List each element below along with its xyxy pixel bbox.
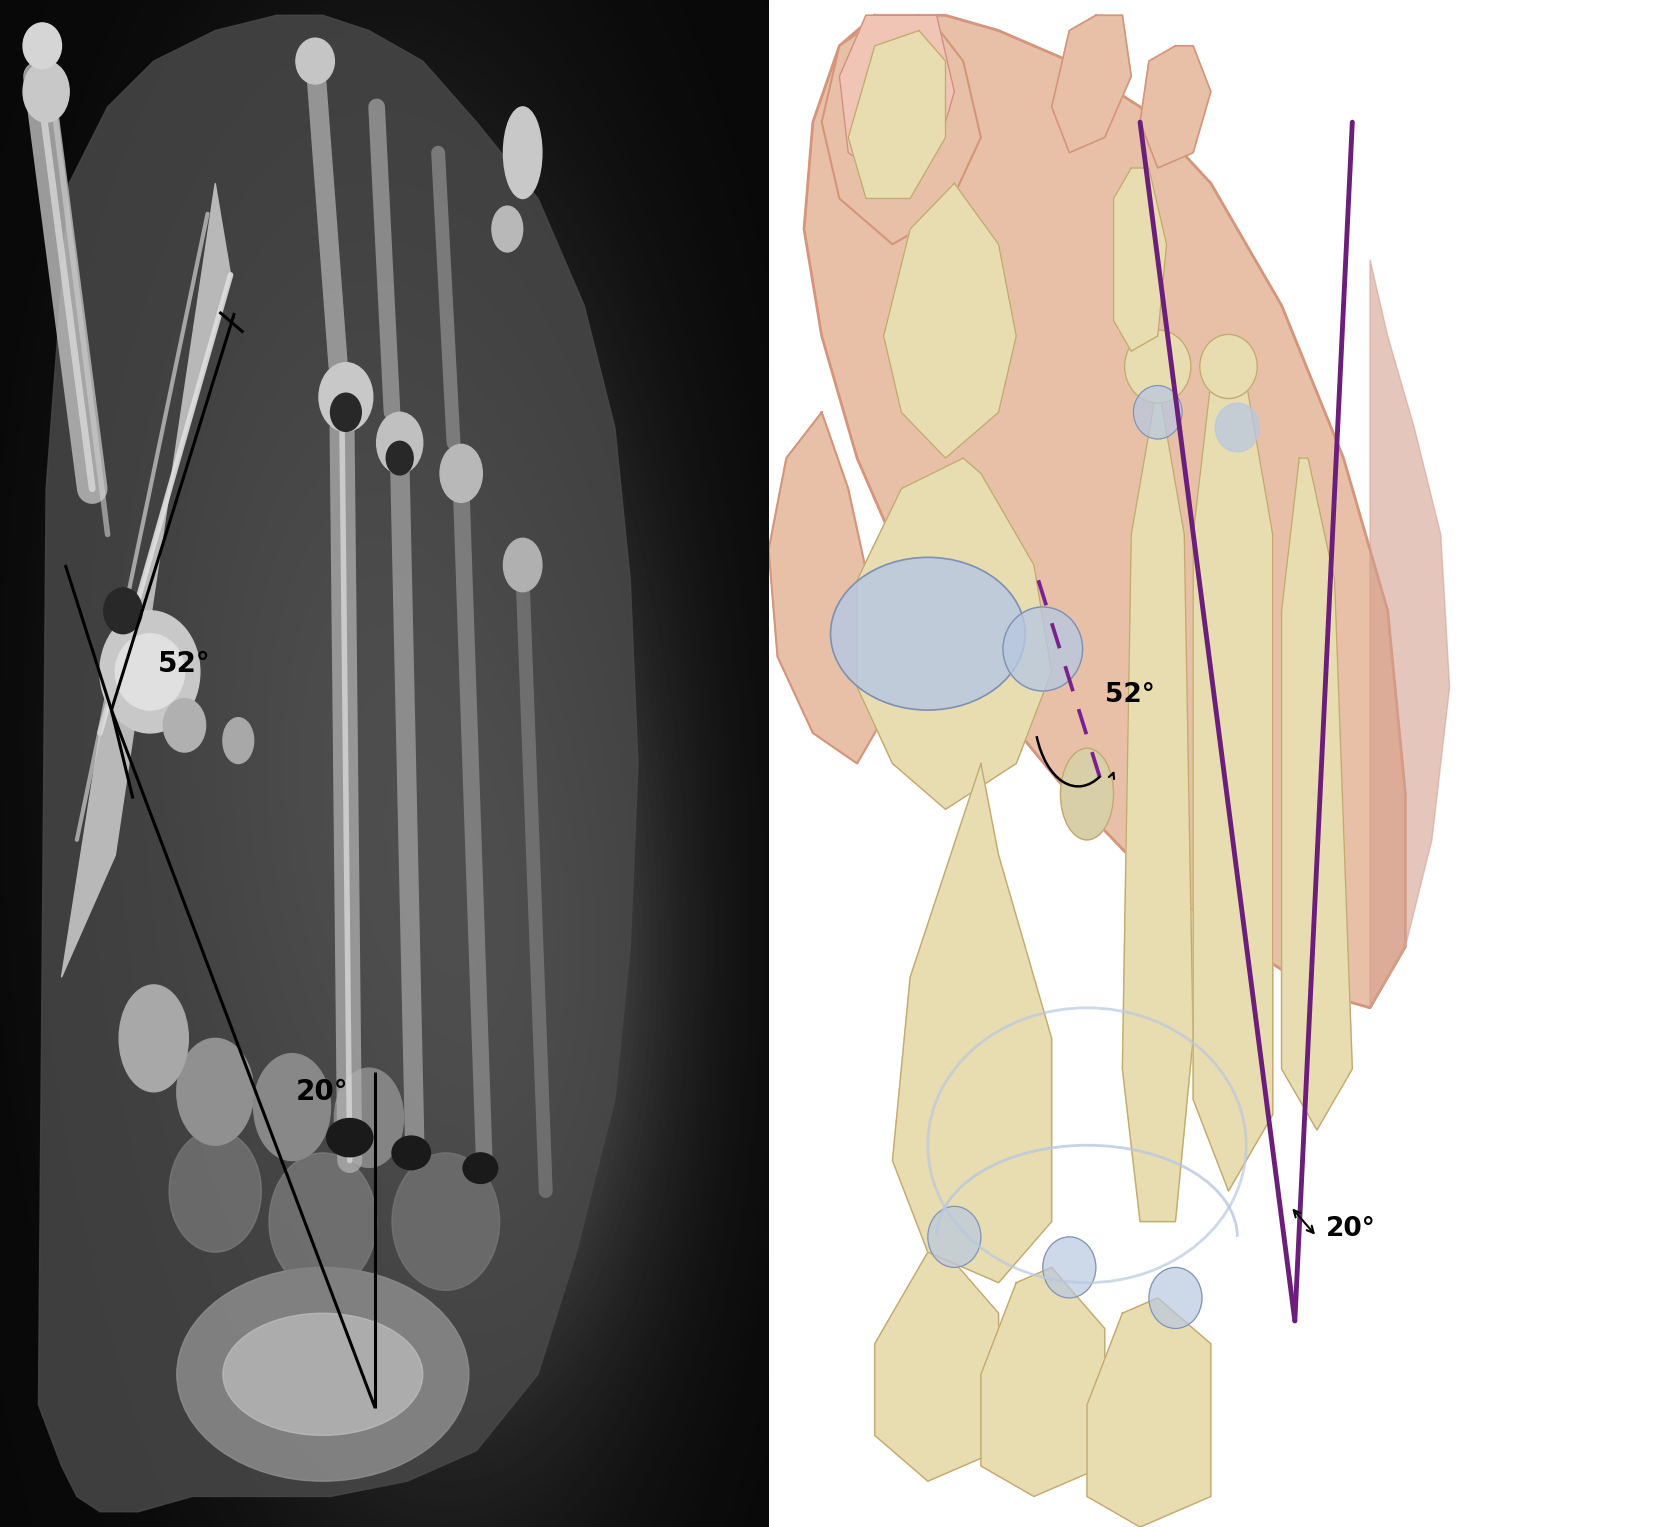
Ellipse shape: [177, 1038, 253, 1145]
Polygon shape: [822, 15, 980, 244]
Ellipse shape: [169, 1130, 261, 1252]
Ellipse shape: [387, 441, 413, 475]
Polygon shape: [858, 458, 1051, 809]
Ellipse shape: [1124, 330, 1190, 403]
Ellipse shape: [440, 444, 483, 502]
Ellipse shape: [377, 412, 423, 473]
Ellipse shape: [1061, 748, 1114, 840]
Ellipse shape: [296, 38, 334, 84]
Text: 52°: 52°: [157, 651, 210, 678]
Ellipse shape: [392, 1153, 499, 1290]
Text: 20°: 20°: [296, 1078, 349, 1106]
Ellipse shape: [119, 985, 188, 1092]
Ellipse shape: [164, 698, 205, 751]
Ellipse shape: [23, 61, 69, 122]
Ellipse shape: [504, 539, 542, 592]
Ellipse shape: [177, 1267, 469, 1481]
Polygon shape: [848, 31, 946, 199]
Polygon shape: [1193, 382, 1273, 1191]
Ellipse shape: [331, 392, 362, 431]
Ellipse shape: [319, 362, 374, 431]
Ellipse shape: [327, 1118, 374, 1157]
Polygon shape: [980, 1267, 1104, 1496]
Ellipse shape: [223, 718, 253, 764]
Ellipse shape: [493, 206, 522, 252]
Polygon shape: [1122, 382, 1193, 1222]
Ellipse shape: [1134, 385, 1182, 440]
Polygon shape: [874, 1252, 998, 1481]
Ellipse shape: [927, 1206, 980, 1267]
Polygon shape: [38, 15, 638, 1512]
Text: 52°: 52°: [1104, 681, 1154, 709]
Ellipse shape: [104, 588, 142, 634]
Ellipse shape: [463, 1153, 498, 1183]
Ellipse shape: [334, 1069, 403, 1167]
Polygon shape: [769, 412, 893, 764]
Polygon shape: [1370, 260, 1450, 1008]
Polygon shape: [61, 183, 231, 977]
Polygon shape: [840, 15, 954, 183]
Ellipse shape: [116, 634, 185, 710]
Polygon shape: [1088, 1298, 1210, 1527]
Polygon shape: [1141, 46, 1210, 168]
Ellipse shape: [392, 1136, 430, 1170]
Polygon shape: [803, 15, 1405, 1008]
Ellipse shape: [1200, 334, 1258, 399]
Polygon shape: [884, 183, 1017, 458]
Polygon shape: [893, 764, 1051, 1283]
Ellipse shape: [1003, 608, 1083, 690]
Ellipse shape: [269, 1153, 377, 1290]
Ellipse shape: [99, 611, 200, 733]
Ellipse shape: [253, 1054, 331, 1161]
Ellipse shape: [504, 107, 542, 199]
Ellipse shape: [23, 23, 61, 69]
Ellipse shape: [1149, 1267, 1202, 1328]
Polygon shape: [1281, 458, 1352, 1130]
Polygon shape: [1051, 15, 1131, 153]
Ellipse shape: [223, 1313, 423, 1435]
Polygon shape: [1114, 168, 1167, 351]
Text: 20°: 20°: [1326, 1215, 1375, 1243]
Ellipse shape: [1043, 1237, 1096, 1298]
Ellipse shape: [1215, 403, 1260, 452]
Ellipse shape: [830, 557, 1025, 710]
